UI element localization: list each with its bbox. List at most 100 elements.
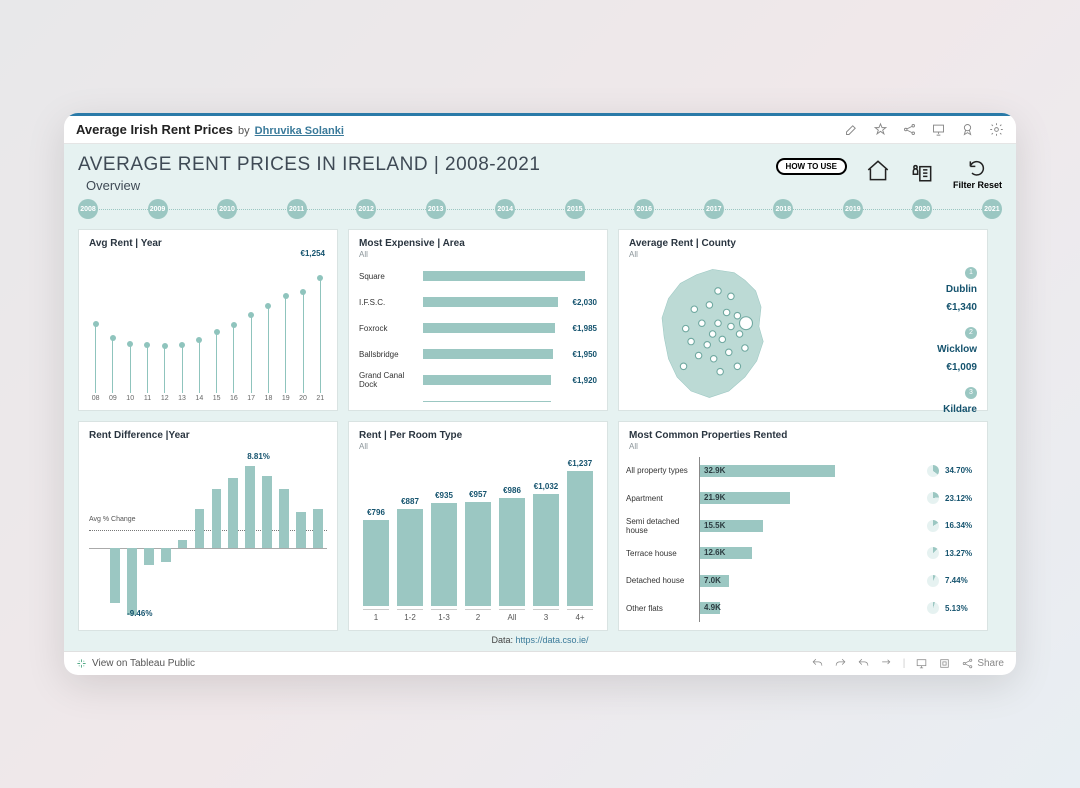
author-link[interactable]: Dhruvika Solanki [255,125,344,137]
per-room-chart: €7961 €8871-2 €9351-3 €9572 €986All €1,0323 €1… [359,451,597,622]
dashboard-actions: HOW TO USE Filter Reset [776,158,1002,190]
filter-reset-button[interactable]: Filter Reset [953,158,1002,190]
avg-rent-col[interactable]: 20 [296,292,309,402]
avg-rent-col[interactable]: 18 [262,306,275,402]
diff-bar[interactable] [193,445,207,622]
favorite-icon[interactable] [873,122,888,137]
expensive-area-row[interactable]: I.F.S.C.€2,030 [359,289,597,315]
county-rank-item[interactable]: 2Wicklow€1,009 [937,321,977,375]
share-icon[interactable] [902,122,917,137]
county-rank-item[interactable]: 1Dublin€1,340 [946,261,977,315]
data-source-prefix: Data: [491,635,515,645]
year-dot[interactable]: 2009 [148,199,168,219]
year-dot[interactable]: 2018 [773,199,793,219]
expensive-area-row[interactable]: Grand Canal Dock€1,920 [359,367,597,393]
year-dot[interactable]: 2012 [356,199,376,219]
award-icon[interactable] [960,122,975,137]
avg-rent-col[interactable]: 21 [314,278,327,402]
year-dot[interactable]: 2016 [634,199,654,219]
card-title: Rent | Per Room Type [359,430,597,441]
home-icon[interactable] [865,158,891,189]
peak-value-label: €1,254 [301,249,325,258]
year-dot[interactable]: 2010 [217,199,237,219]
common-prop-row[interactable]: Apartment21.9K23.12% [700,486,977,510]
download-icon[interactable] [938,657,951,670]
device-icon[interactable] [915,657,928,670]
undo-icon [967,158,987,178]
avg-rent-col[interactable]: 15 [210,332,223,402]
year-dot[interactable]: 2015 [565,199,585,219]
avg-rent-col[interactable]: 19 [279,296,292,402]
diff-bar[interactable] [209,445,223,622]
avg-rent-col[interactable]: 12 [158,346,171,402]
year-dot[interactable]: 2011 [287,199,307,219]
year-dot[interactable]: 2013 [426,199,446,219]
diff-bar[interactable] [176,445,190,622]
year-dot[interactable]: 2021 [982,199,1002,219]
expensive-area-row[interactable]: Ballsbridge€1,950 [359,341,597,367]
diff-bar[interactable] [108,445,122,622]
expensive-area-row[interactable]: Square [359,263,597,289]
diff-bar[interactable] [277,445,291,622]
avg-rent-col[interactable]: 14 [193,340,206,402]
room-bar[interactable]: €9351-3 [431,491,457,622]
diff-bar[interactable] [226,445,240,622]
room-bar[interactable]: €1,0323 [533,482,559,622]
avg-rent-chart: €1,254 0809101112131415161718192021 [89,249,327,402]
card-title: Most Expensive | Area [359,238,597,249]
undo-icon[interactable] [811,657,824,670]
year-dot[interactable]: 2019 [843,199,863,219]
year-dot[interactable]: 2008 [78,199,98,219]
common-prop-row[interactable]: Other flats4.9K5.13% [700,596,977,620]
avg-rent-col[interactable]: 10 [124,344,137,402]
settings-icon[interactable] [989,122,1004,137]
room-bar[interactable]: €7961 [363,508,389,622]
how-to-use-button[interactable]: HOW TO USE [776,158,847,175]
share-button[interactable]: Share [961,657,1004,670]
room-bar[interactable]: €9572 [465,490,491,622]
revert-icon[interactable] [880,657,893,670]
diff-bar[interactable] [243,445,257,622]
dashboard-header: AVERAGE RENT PRICES IN IRELAND | 2008-20… [78,154,1002,193]
share-nodes-icon [961,657,974,670]
card-title: Rent Difference |Year [89,430,327,441]
diff-bar[interactable] [294,445,308,622]
diff-bar[interactable] [260,445,274,622]
data-source-link[interactable]: https://data.cso.ie/ [515,635,588,645]
common-prop-row[interactable]: Detached house7.0K7.44% [700,569,977,593]
rent-diff-chart: 8.81% Avg % Change -9.46% [89,445,327,622]
year-dot[interactable]: 2017 [704,199,724,219]
diff-bar[interactable] [311,445,325,622]
avg-rent-col[interactable]: 13 [175,345,188,402]
year-dot[interactable]: 2014 [495,199,515,219]
avg-rent-col[interactable]: 09 [106,338,119,402]
diff-bar[interactable] [159,445,173,622]
view-on-public-link[interactable]: View on Tableau Public [76,658,195,669]
year-dot[interactable]: 2020 [912,199,932,219]
diff-bar[interactable] [91,445,105,622]
diff-bar[interactable] [142,445,156,622]
topbar-actions [844,122,1004,137]
card-avg-rent-year: Avg Rent | Year €1,254 08091011121314151… [78,229,338,411]
common-prop-row[interactable]: All property types32.9K34.70% [700,459,977,483]
common-prop-row[interactable]: Terrace house12.6K13.27% [700,541,977,565]
room-bar[interactable]: €986All [499,486,525,622]
avg-rent-col[interactable]: 16 [227,325,240,402]
expensive-area-row[interactable]: Foxrock€1,985 [359,315,597,341]
present-icon[interactable] [931,122,946,137]
expensive-area-row[interactable]: Hanover Quay€1,919 [359,393,597,402]
card-most-expensive-area: Most Expensive | Area All SquareI.F.S.C.… [348,229,608,411]
card-title: Average Rent | County [629,238,977,249]
diff-bar[interactable] [125,445,139,622]
avg-rent-col[interactable]: 11 [141,345,154,402]
avg-rent-col[interactable]: 08 [89,324,102,402]
money-icon[interactable] [909,158,935,189]
common-prop-row[interactable]: Semi detached house15.5K16.34% [700,514,977,538]
avg-rent-col[interactable]: 17 [245,315,258,402]
dashboard-titles: AVERAGE RENT PRICES IN IRELAND | 2008-20… [78,154,540,193]
redo-icon[interactable] [834,657,847,670]
replay-icon[interactable] [857,657,870,670]
room-bar[interactable]: €8871-2 [397,497,423,622]
room-bar[interactable]: €1,2374+ [567,459,593,622]
edit-icon[interactable] [844,122,859,137]
